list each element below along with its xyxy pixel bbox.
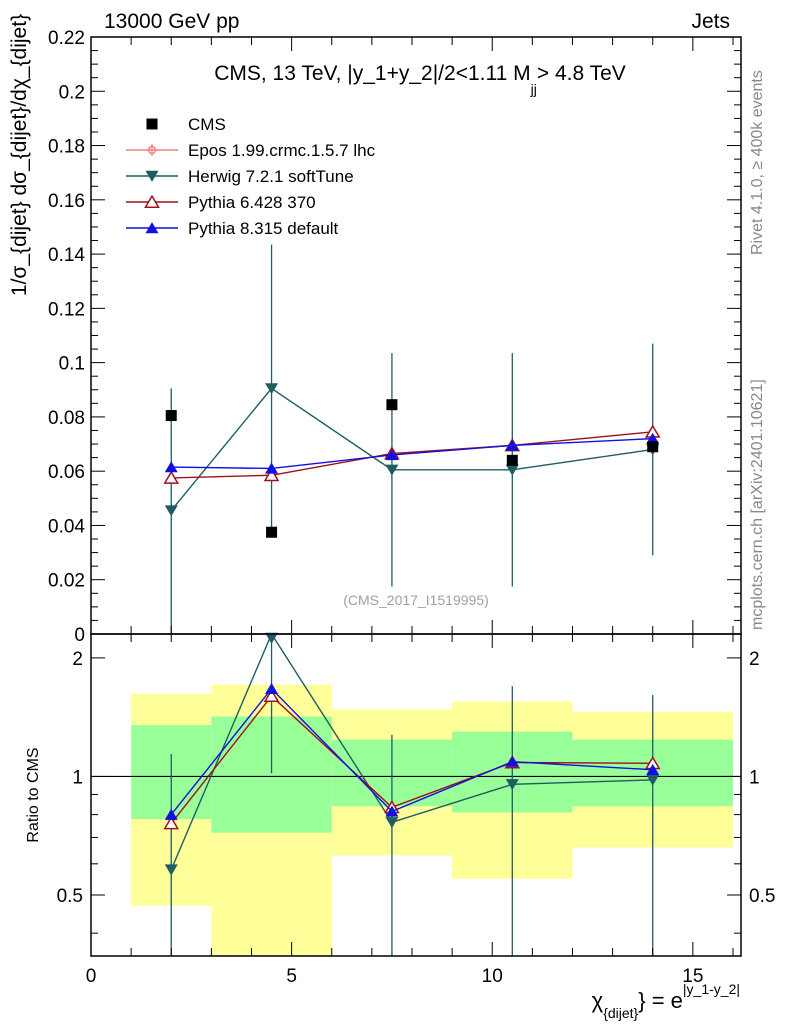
legend-label-pythia-8-315-default: Pythia 8.315 default: [188, 219, 339, 238]
data-point-pythia-8-315-default: [385, 805, 399, 817]
y-tick-label: 0.16: [48, 191, 85, 212]
data-point-cms: [165, 410, 177, 422]
header-left: 13000 GeV pp: [104, 10, 239, 33]
data-point-pythia-6-428-370: [263, 688, 280, 703]
series-line-pythia-8-315-default: [171, 437, 653, 470]
y-tick-label: 0.2: [59, 82, 85, 103]
data-point-herwig-7-2-1-softtune: [385, 817, 399, 829]
legend-label-herwig-7-2-1-softtune: Herwig 7.2.1 softTune: [188, 167, 354, 186]
data-point-cms: [506, 454, 518, 466]
ratio-plot-panel: 0 5 10 15 0.5 0.5 1 1 2 2 Ratio to CMS χ{dijet}} …: [25, 632, 775, 1021]
data-point-herwig-7-2-1-softtune: [265, 383, 279, 395]
watermark: (CMS_2017_I1519995): [343, 592, 489, 608]
y-tick-label: 0.04: [48, 516, 85, 537]
data-point-pythia-8-315-default: [646, 763, 660, 775]
ratio-y-tick-label: 1: [72, 767, 83, 788]
series-line-herwig-7-2-1-softtune: [170, 387, 653, 511]
legend: CMS Epos 1.99.crmc.1.5.7 lhc Herwig 7.2.1 …: [126, 115, 376, 238]
data-point-pythia-6-428-370: [163, 470, 180, 484]
data-point-cms: [647, 441, 659, 453]
legend-label-cms: CMS: [188, 115, 226, 134]
legend-marker-cms: [146, 118, 158, 130]
legend-marker-pythia-6-428-370: [144, 194, 160, 208]
x-axis-label: χ{dijet}} = e|y_1-y_2|: [592, 981, 740, 1021]
ratio-y-tick-label-right: 1: [749, 767, 760, 788]
series-line-pythia-6-428-370: [171, 431, 653, 479]
data-point-cms: [266, 526, 278, 538]
data-point-herwig-7-2-1-softtune: [164, 864, 178, 876]
data-point-pythia-8-315-default: [646, 432, 660, 444]
data-point-pythia-8-315-default: [164, 461, 178, 473]
ratio-y-tick-label-right: 2: [749, 649, 760, 670]
header-right: Jets: [691, 10, 730, 33]
x-tick-label: 5: [286, 966, 297, 987]
data-point-pythia-6-428-370: [263, 467, 280, 482]
data-point-pythia-8-315-default: [164, 808, 178, 820]
data-point-pythia-8-315-default: [265, 462, 279, 474]
mcplots-label: mcplots.cern.ch [arXiv:2401.10621]: [749, 379, 766, 630]
ratio-plot-frame: [90, 633, 742, 957]
data-point-pythia-6-428-370: [163, 816, 180, 830]
rivet-label: Rivet 4.1.0, ≥ 400k events: [749, 70, 766, 255]
ratio-y-tick-label: 2: [72, 649, 83, 670]
y-tick-label: 0.06: [48, 462, 85, 483]
ratio-y-tick-label-right: 0.5: [749, 886, 775, 907]
x-tick-label: 10: [482, 966, 503, 987]
y-tick-label: 0.12: [48, 299, 85, 320]
data-point-cms: [386, 399, 398, 411]
data-point-herwig-7-2-1-softtune: [164, 505, 178, 517]
y-tick-label: 0.18: [48, 137, 85, 158]
main-y-axis-label: 1/σ_{dijet} dσ_{dijet}/dχ_{dijet}: [8, 14, 31, 296]
data-point-pythia-8-315-default: [505, 439, 519, 451]
x-tick-label: 15: [682, 966, 703, 987]
main-plot-panel: 0 0.02 0.04 0.06 0.08 0.1 0.12 0.14 0.16 0.18 0.2 0…: [8, 14, 742, 646]
x-tick-label: 0: [86, 966, 97, 987]
data-point-pythia-8-315-default: [385, 449, 399, 461]
y-tick-label: 0: [74, 625, 85, 646]
main-plot-title: CMS, 13 TeV, |y_1+y_2|/2<1.11 Mjj> 4.8 T…: [214, 62, 626, 97]
y-tick-label: 0.14: [48, 245, 85, 266]
legend-marker-pythia-8-315-default: [145, 222, 159, 234]
y-tick-label: 0.1: [59, 354, 85, 375]
data-point-pythia-8-315-default: [505, 755, 519, 767]
data-point-herwig-7-2-1-softtune: [505, 779, 519, 791]
data-point-pythia-8-315-default: [265, 682, 279, 694]
y-tick-label: 0.08: [48, 408, 85, 429]
y-tick-label: 0.22: [48, 28, 85, 49]
ratio-y-tick-label: 0.5: [57, 886, 83, 907]
legend-marker-herwig-7-2-1-softtune: [145, 170, 159, 182]
y-tick-label: 0.02: [48, 571, 85, 592]
data-point-herwig-7-2-1-softtune: [646, 774, 660, 786]
legend-label-epos-1-99-crmc-1-5-7-lhc: Epos 1.99.crmc.1.5.7 lhc: [188, 141, 376, 160]
data-point-herwig-7-2-1-softtune: [385, 464, 399, 476]
data-point-herwig-7-2-1-softtune: [505, 464, 519, 476]
legend-label-pythia-6-428-370: Pythia 6.428 370: [188, 193, 316, 212]
ratio-y-axis-label: Ratio to CMS: [25, 747, 42, 842]
data-point-herwig-7-2-1-softtune: [265, 632, 279, 644]
